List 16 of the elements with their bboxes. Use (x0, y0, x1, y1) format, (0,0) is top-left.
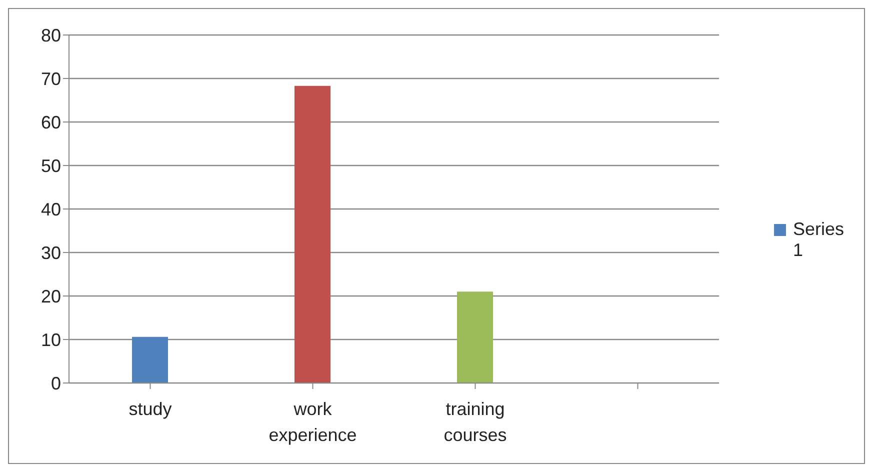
bar (132, 336, 168, 383)
y-tick-label: 30 (40, 242, 61, 263)
y-tick-label: 20 (40, 286, 61, 306)
bar (457, 292, 493, 383)
y-tick-label: 50 (40, 156, 61, 176)
y-tick-label: 80 (40, 25, 61, 46)
y-tick-label: 40 (40, 199, 61, 220)
x-tick-label: work experience (268, 399, 357, 445)
y-tick-label: 10 (40, 330, 61, 350)
y-tick-label: 0 (50, 373, 61, 394)
legend-label: Series 1 (793, 219, 846, 261)
x-tick-label: training courses (444, 399, 507, 445)
y-tick-label: 70 (40, 68, 61, 89)
y-tick-label: 60 (40, 112, 61, 132)
bar (294, 86, 330, 383)
x-tick-label: study (128, 399, 172, 419)
